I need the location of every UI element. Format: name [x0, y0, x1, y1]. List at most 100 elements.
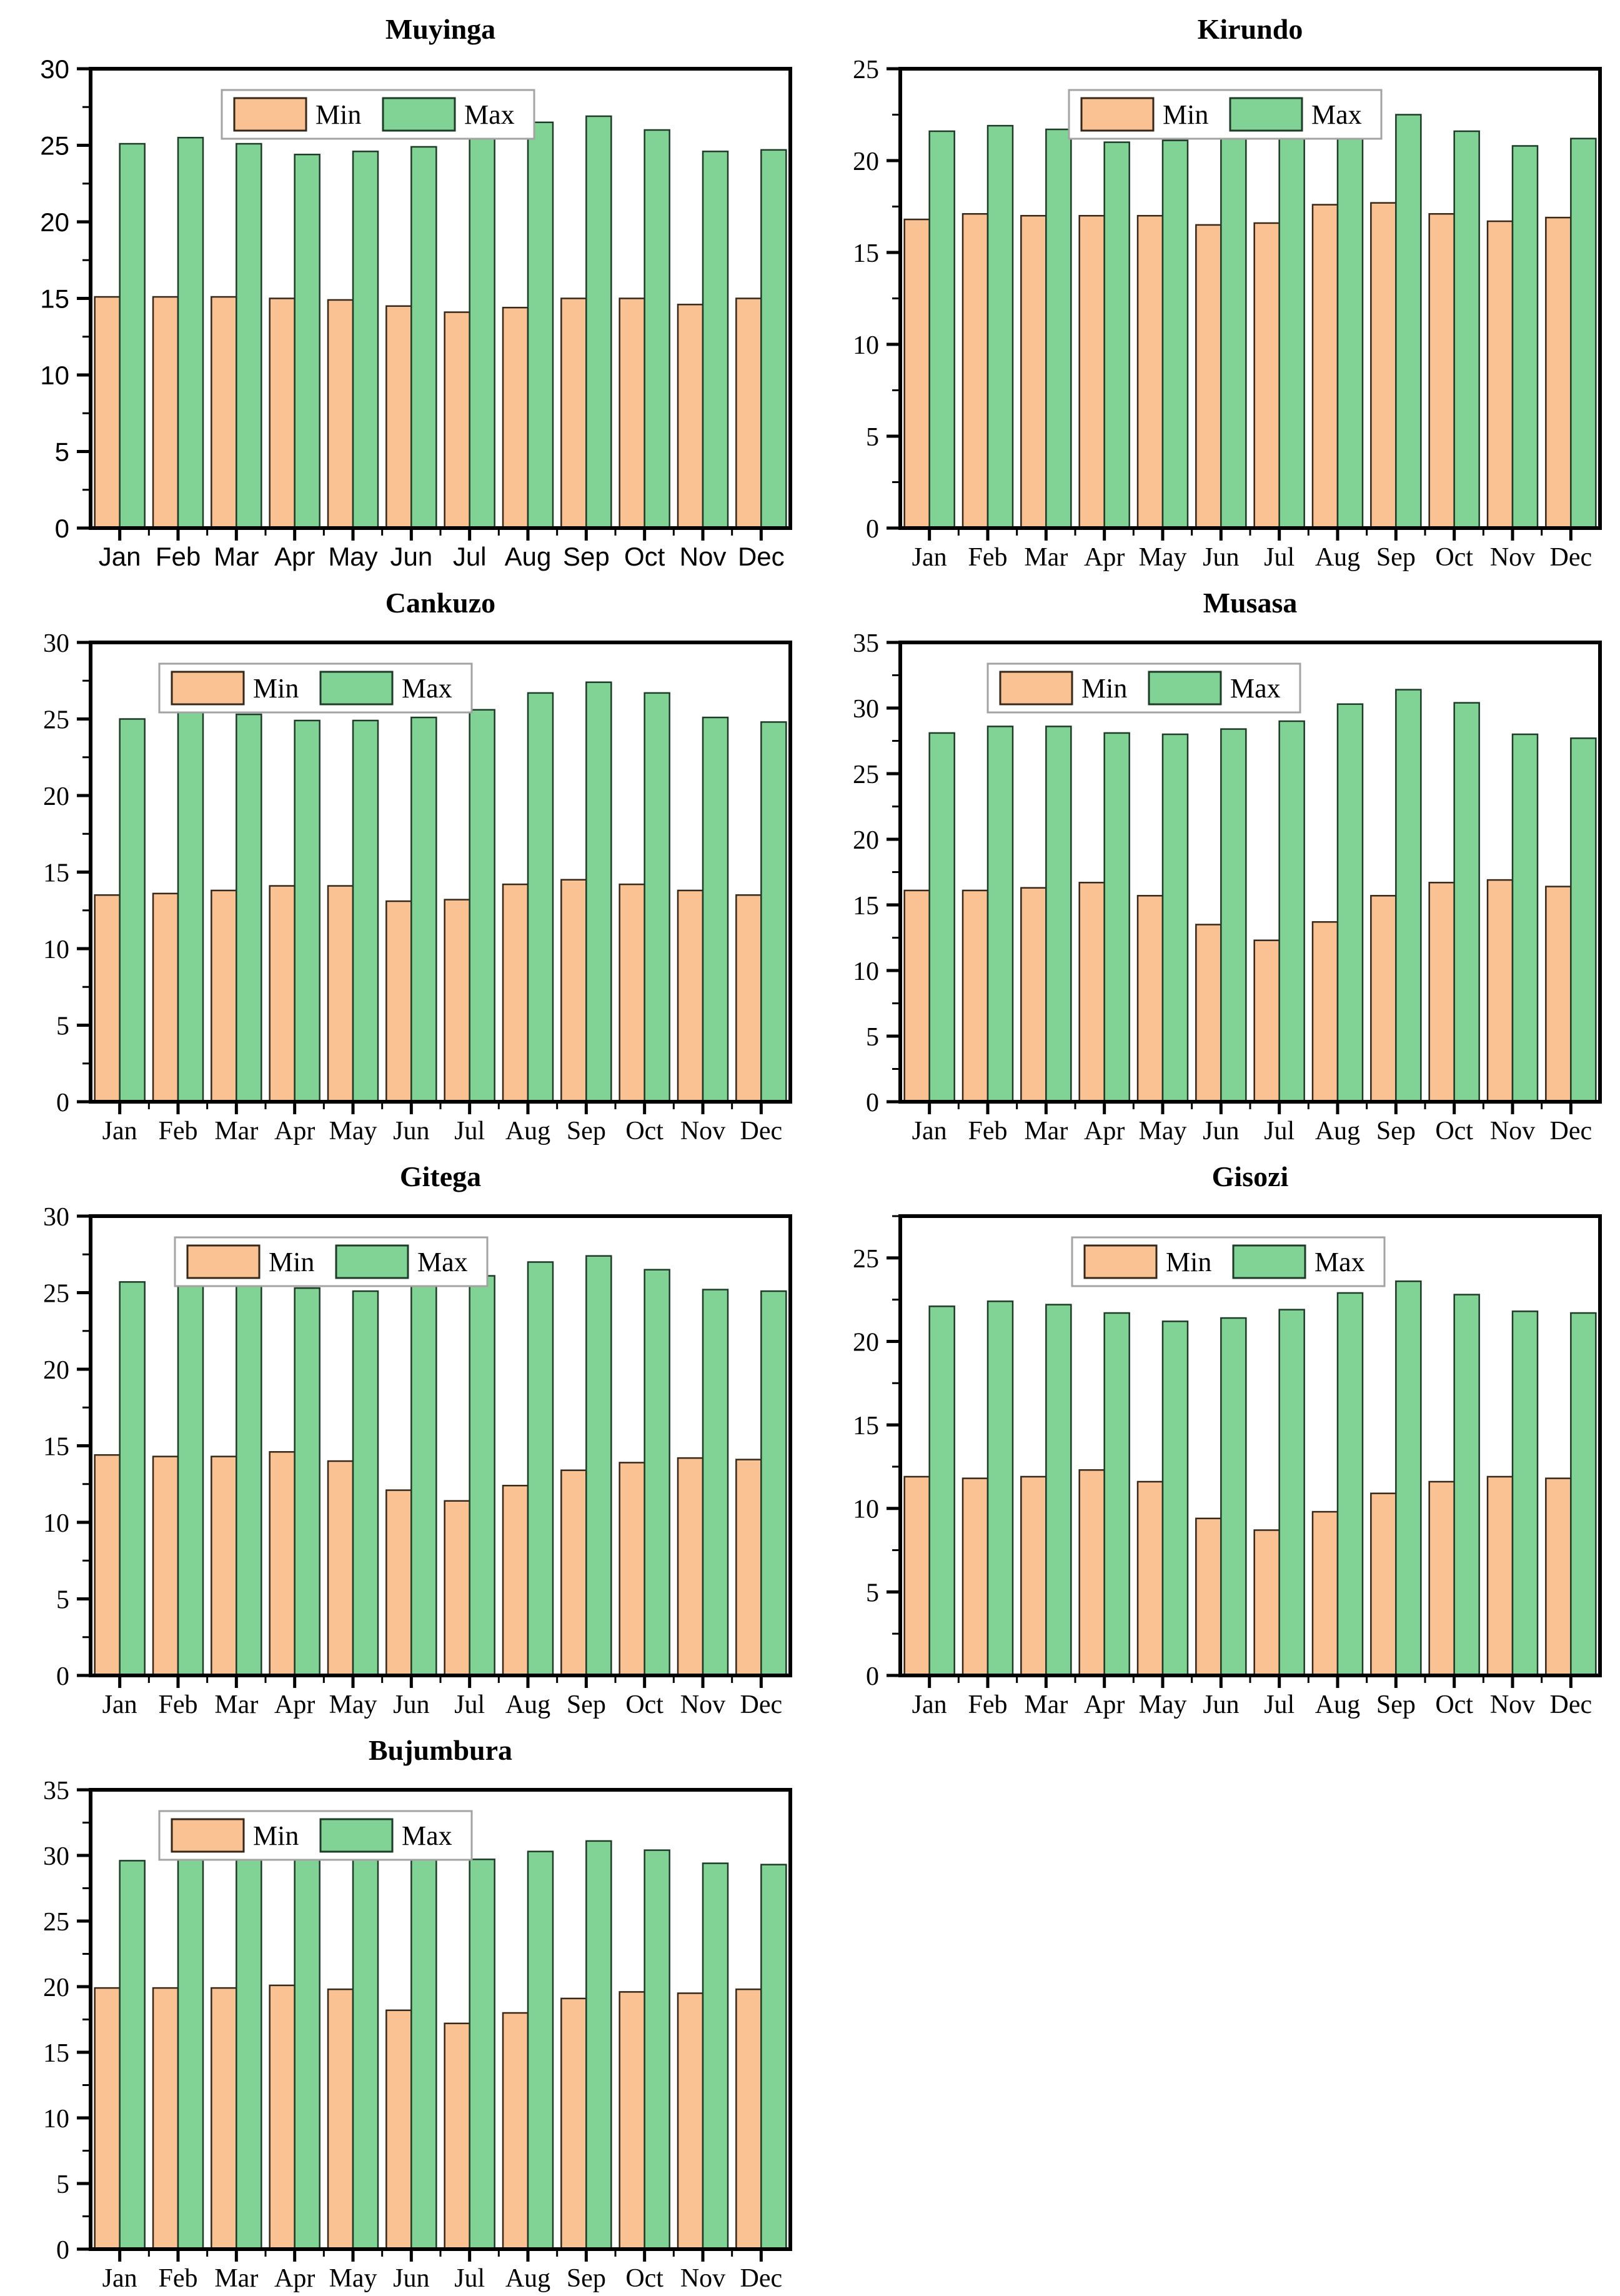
x-tick-label: Jun	[393, 2264, 429, 2293]
bar-max	[1045, 1304, 1072, 1677]
bar-max	[986, 1300, 1014, 1677]
legend-min-label: Min	[253, 1820, 299, 1851]
bar-min	[94, 1987, 121, 2250]
y-tick-label: 0	[866, 1089, 879, 1117]
x-tick-label: Aug	[505, 542, 552, 571]
bar-max	[986, 124, 1014, 529]
bar-max	[1045, 128, 1072, 529]
bar-min	[385, 305, 412, 529]
legend-max-label: Max	[464, 99, 515, 130]
chart-gisozi: 0 5 10 15 20 25 Jan Feb Mar Apr May Jun Jul Aug Sep Oct…	[853, 1160, 1602, 1719]
bar-max	[294, 719, 321, 1103]
bar-min	[444, 899, 470, 1103]
x-tick-label: Aug	[505, 2264, 550, 2293]
bar-max	[1161, 733, 1189, 1103]
legend-min-label: Min	[269, 1247, 314, 1277]
bar-min	[1136, 895, 1164, 1103]
bar-min	[560, 879, 587, 1103]
bar-max	[702, 1289, 729, 1677]
bar-max	[352, 1290, 379, 1677]
bar-max	[1161, 1320, 1189, 1677]
y-tick-label: 25	[43, 706, 69, 735]
y-tick-label: 10	[40, 361, 69, 390]
x-tick-label: Oct	[625, 1690, 663, 1719]
chart-cell-kirundo: 0 5 10 15 20 25 Jan Feb Mar Apr May Jun Jul Aug Sep Oct…	[810, 0, 1620, 574]
bar-max	[585, 115, 612, 529]
y-tick-label: 30	[43, 1842, 69, 1871]
y-tick-label: 15	[43, 1433, 69, 1462]
y-tick-label: 10	[853, 331, 879, 360]
x-tick-label: Apr	[274, 2264, 315, 2293]
bar-min	[1078, 214, 1105, 529]
bar-max	[644, 1849, 670, 2250]
legend-min-label: Min	[1081, 673, 1127, 704]
bar-max	[294, 1857, 321, 2250]
x-tick-label: Jul	[454, 1117, 485, 1146]
legend: Min Max	[158, 1810, 473, 1861]
x-tick-label: Dec	[1550, 543, 1593, 572]
y-tick-label: 30	[43, 629, 69, 658]
chart-kirundo: 0 5 10 15 20 25 Jan Feb Mar Apr May Jun Jul Aug Sep Oct…	[853, 13, 1602, 572]
bar-max	[760, 721, 787, 1103]
x-tick-label: Aug	[505, 1690, 550, 1719]
bar-min	[619, 1462, 645, 1677]
bar-max	[119, 1281, 146, 1677]
x-tick-label: Jul	[453, 542, 487, 571]
y-tick-label: 25	[853, 1245, 879, 1274]
x-tick-label: Jul	[1264, 1690, 1295, 1719]
chart-bujumbura: 0 5 10 15 20 25 30 35 Jan Feb Mar Apr May Jun Jul Aug Se…	[43, 1734, 792, 2293]
y-tick-label: 10	[43, 1509, 69, 1538]
bar-min	[444, 1500, 470, 1677]
bar-max	[760, 149, 787, 529]
x-tick-label: Apr	[274, 1117, 315, 1146]
y-tick-label: 0	[56, 2236, 69, 2265]
bar-max	[119, 1860, 146, 2250]
bar-max	[1336, 703, 1364, 1103]
y-tick-label: 25	[853, 56, 879, 84]
bar-min	[677, 1457, 704, 1677]
bars	[903, 1280, 1597, 1677]
bar-max	[352, 719, 379, 1103]
bar-min	[1545, 216, 1572, 529]
y-tick-label: 15	[43, 2039, 69, 2068]
y-tick-label: 15	[853, 239, 879, 268]
y-tick-label: 0	[56, 1662, 69, 1691]
bar-min	[1253, 222, 1280, 529]
x-tick-label: Feb	[968, 543, 1008, 572]
x-axis: Jan Feb Mar Apr May Jun Jul Aug Sep Oct Nov Dec	[102, 2249, 782, 2293]
y-tick-label: 10	[43, 2105, 69, 2134]
bar-min	[269, 297, 296, 529]
x-axis: Jan Feb Mar Apr May Jun Jul Aug Sep Oct Nov Dec	[102, 1102, 782, 1146]
legend-max-label: Max	[402, 1820, 452, 1851]
bar-min	[1020, 1475, 1047, 1677]
bar-min	[560, 1469, 587, 1677]
bar-max	[294, 1287, 321, 1677]
legend-min-swatch	[171, 1818, 245, 1853]
legend-max-swatch	[319, 1818, 394, 1853]
x-tick-label: May	[329, 2264, 377, 2293]
y-tick-label: 20	[853, 826, 879, 855]
bar-min	[1486, 220, 1514, 529]
bar-max	[1220, 134, 1247, 529]
bar-max	[928, 732, 955, 1103]
x-tick-label: Mar	[1024, 1117, 1068, 1146]
x-tick-label: Jan	[912, 1117, 947, 1146]
y-tick-label: 5	[56, 1012, 69, 1041]
bar-min	[269, 1451, 296, 1677]
y-tick-label: 0	[866, 1662, 879, 1691]
legend-min-label: Min	[253, 673, 299, 704]
y-tick-label: 5	[55, 437, 69, 467]
bar-max	[1220, 728, 1247, 1103]
bars	[94, 115, 787, 529]
bar-min	[327, 299, 354, 529]
bar-min	[1253, 1529, 1280, 1677]
legend-max-label: Max	[417, 1247, 468, 1277]
bar-max	[177, 137, 204, 529]
x-axis: Jan Feb Mar Apr May Jun Jul Aug Sep Oct Nov Dec	[102, 1675, 782, 1719]
x-tick-label: Jul	[1264, 543, 1295, 572]
x-tick-label: Dec	[738, 542, 785, 571]
x-tick-label: Oct	[1435, 1117, 1473, 1146]
bar-min	[1428, 213, 1455, 529]
chart-cell-gitega: 0 5 10 15 20 25 30 Jan Feb Mar Apr May Jun Jul Aug Sep O…	[0, 1147, 810, 1721]
